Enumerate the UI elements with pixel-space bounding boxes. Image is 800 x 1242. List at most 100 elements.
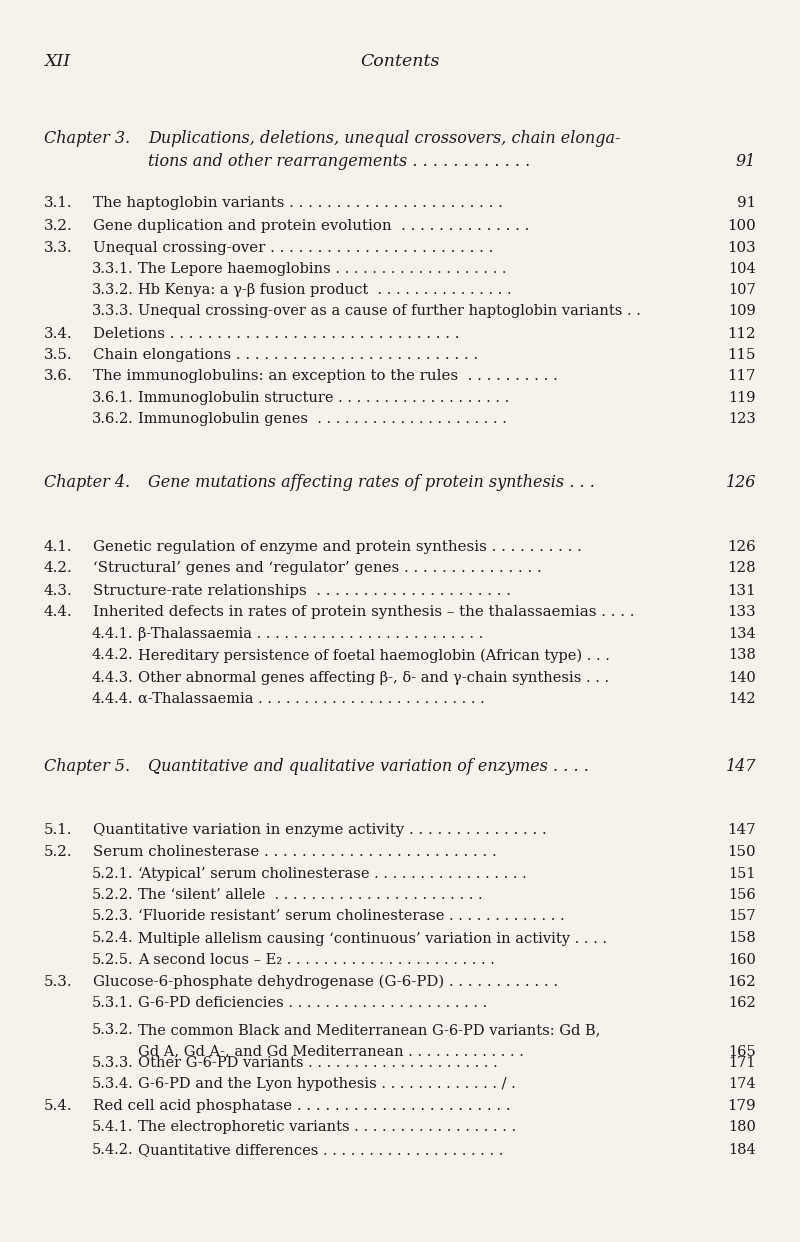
- Text: Gd A, Gd A-, and Gd Mediterranean . . . . . . . . . . . . .: Gd A, Gd A-, and Gd Mediterranean . . . …: [138, 1045, 524, 1058]
- Text: Serum cholinesterase . . . . . . . . . . . . . . . . . . . . . . . . .: Serum cholinesterase . . . . . . . . . .…: [93, 845, 497, 858]
- Text: 5.2.1.: 5.2.1.: [92, 867, 134, 881]
- Text: 128: 128: [727, 561, 756, 575]
- Text: Other abnormal genes affecting β-, δ- and γ-chain synthesis . . .: Other abnormal genes affecting β-, δ- an…: [138, 671, 610, 684]
- Text: 107: 107: [728, 283, 756, 297]
- Text: Other G-6-PD variants . . . . . . . . . . . . . . . . . . . . .: Other G-6-PD variants . . . . . . . . . …: [138, 1056, 498, 1069]
- Text: 5.3.1.: 5.3.1.: [92, 996, 134, 1010]
- Text: 5.3.2.: 5.3.2.: [92, 1023, 134, 1037]
- Text: 91: 91: [736, 153, 756, 170]
- Text: The haptoglobin variants . . . . . . . . . . . . . . . . . . . . . . .: The haptoglobin variants . . . . . . . .…: [93, 196, 502, 210]
- Text: 104: 104: [728, 262, 756, 276]
- Text: G-6-PD deficiencies . . . . . . . . . . . . . . . . . . . . . .: G-6-PD deficiencies . . . . . . . . . . …: [138, 996, 488, 1010]
- Text: Chapter 5.: Chapter 5.: [44, 758, 130, 775]
- Text: 5.2.2.: 5.2.2.: [92, 888, 134, 902]
- Text: 119: 119: [729, 391, 756, 405]
- Text: The Lepore haemoglobins . . . . . . . . . . . . . . . . . . .: The Lepore haemoglobins . . . . . . . . …: [138, 262, 507, 276]
- Text: Contents: Contents: [360, 53, 440, 71]
- Text: 184: 184: [728, 1143, 756, 1156]
- Text: Hereditary persistence of foetal haemoglobin (African type) . . .: Hereditary persistence of foetal haemogl…: [138, 648, 610, 663]
- Text: 156: 156: [728, 888, 756, 902]
- Text: 115: 115: [727, 348, 756, 361]
- Text: The ‘silent’ allele  . . . . . . . . . . . . . . . . . . . . . . .: The ‘silent’ allele . . . . . . . . . . …: [138, 888, 483, 902]
- Text: 4.2.: 4.2.: [44, 561, 73, 575]
- Text: 5.2.3.: 5.2.3.: [92, 909, 134, 923]
- Text: G-6-PD and the Lyon hypothesis . . . . . . . . . . . . . ∕ .: G-6-PD and the Lyon hypothesis . . . . .…: [138, 1077, 516, 1090]
- Text: Structure-rate relationships  . . . . . . . . . . . . . . . . . . . . .: Structure-rate relationships . . . . . .…: [93, 584, 511, 597]
- Text: 126: 126: [727, 540, 756, 554]
- Text: 165: 165: [728, 1045, 756, 1058]
- Text: Deletions . . . . . . . . . . . . . . . . . . . . . . . . . . . . . . .: Deletions . . . . . . . . . . . . . . . …: [93, 327, 459, 340]
- Text: 138: 138: [728, 648, 756, 662]
- Text: Chapter 4.: Chapter 4.: [44, 474, 130, 492]
- Text: 3.3.1.: 3.3.1.: [92, 262, 134, 276]
- Text: 3.6.1.: 3.6.1.: [92, 391, 134, 405]
- Text: Quantitative and qualitative variation of enzymes . . . .: Quantitative and qualitative variation o…: [148, 758, 589, 775]
- Text: 3.5.: 3.5.: [44, 348, 73, 361]
- Text: 109: 109: [728, 304, 756, 318]
- Text: 4.3.: 4.3.: [44, 584, 73, 597]
- Text: Unequal crossing-over as a cause of further haptoglobin variants . .: Unequal crossing-over as a cause of furt…: [138, 304, 642, 318]
- Text: 150: 150: [727, 845, 756, 858]
- Text: 5.3.: 5.3.: [44, 975, 73, 989]
- Text: 4.1.: 4.1.: [44, 540, 73, 554]
- Text: 91: 91: [737, 196, 756, 210]
- Text: Gene duplication and protein evolution  . . . . . . . . . . . . . .: Gene duplication and protein evolution .…: [93, 219, 529, 232]
- Text: The electrophoretic variants . . . . . . . . . . . . . . . . . .: The electrophoretic variants . . . . . .…: [138, 1120, 517, 1134]
- Text: Red cell acid phosphatase . . . . . . . . . . . . . . . . . . . . . . .: Red cell acid phosphatase . . . . . . . …: [93, 1099, 510, 1113]
- Text: Genetic regulation of enzyme and protein synthesis . . . . . . . . . .: Genetic regulation of enzyme and protein…: [93, 540, 582, 554]
- Text: 123: 123: [728, 412, 756, 426]
- Text: Chain elongations . . . . . . . . . . . . . . . . . . . . . . . . . .: Chain elongations . . . . . . . . . . . …: [93, 348, 478, 361]
- Text: 4.4.4.: 4.4.4.: [92, 692, 134, 705]
- Text: 147: 147: [726, 758, 756, 775]
- Text: Inherited defects in rates of protein synthesis – the thalassaemias . . . .: Inherited defects in rates of protein sy…: [93, 605, 634, 619]
- Text: Unequal crossing-over . . . . . . . . . . . . . . . . . . . . . . . .: Unequal crossing-over . . . . . . . . . …: [93, 241, 493, 255]
- Text: Immunoglobulin genes  . . . . . . . . . . . . . . . . . . . . .: Immunoglobulin genes . . . . . . . . . .…: [138, 412, 507, 426]
- Text: 142: 142: [728, 692, 756, 705]
- Text: 103: 103: [727, 241, 756, 255]
- Text: 5.2.: 5.2.: [44, 845, 73, 858]
- Text: 3.2.: 3.2.: [44, 219, 73, 232]
- Text: Gene mutations affecting rates of protein synthesis . . .: Gene mutations affecting rates of protei…: [148, 474, 595, 492]
- Text: 3.3.3.: 3.3.3.: [92, 304, 134, 318]
- Text: 117: 117: [727, 369, 756, 383]
- Text: 3.3.: 3.3.: [44, 241, 73, 255]
- Text: 5.4.2.: 5.4.2.: [92, 1143, 134, 1156]
- Text: 5.2.5.: 5.2.5.: [92, 953, 134, 966]
- Text: 4.4.3.: 4.4.3.: [92, 671, 134, 684]
- Text: 126: 126: [726, 474, 756, 492]
- Text: 157: 157: [728, 909, 756, 923]
- Text: Quantitative variation in enzyme activity . . . . . . . . . . . . . . .: Quantitative variation in enzyme activit…: [93, 823, 546, 837]
- Text: 147: 147: [727, 823, 756, 837]
- Text: 4.4.1.: 4.4.1.: [92, 627, 134, 641]
- Text: 5.4.1.: 5.4.1.: [92, 1120, 134, 1134]
- Text: 4.4.: 4.4.: [44, 605, 73, 619]
- Text: 3.6.: 3.6.: [44, 369, 73, 383]
- Text: XII: XII: [44, 53, 70, 71]
- Text: 5.3.4.: 5.3.4.: [92, 1077, 134, 1090]
- Text: 100: 100: [727, 219, 756, 232]
- Text: 5.1.: 5.1.: [44, 823, 73, 837]
- Text: 180: 180: [728, 1120, 756, 1134]
- Text: The common Black and Mediterranean G-6-PD variants: Gd B,: The common Black and Mediterranean G-6-P…: [138, 1023, 601, 1037]
- Text: 3.6.2.: 3.6.2.: [92, 412, 134, 426]
- Text: 162: 162: [728, 996, 756, 1010]
- Text: 134: 134: [728, 627, 756, 641]
- Text: Chapter 3.: Chapter 3.: [44, 130, 130, 148]
- Text: 162: 162: [727, 975, 756, 989]
- Text: 158: 158: [728, 932, 756, 945]
- Text: 171: 171: [729, 1056, 756, 1069]
- Text: Glucose-6-phosphate dehydrogenase (G-6-PD) . . . . . . . . . . . .: Glucose-6-phosphate dehydrogenase (G-6-P…: [93, 975, 558, 990]
- Text: 151: 151: [729, 867, 756, 881]
- Text: Duplications, deletions, unequal crossovers, chain elonga-: Duplications, deletions, unequal crossov…: [148, 130, 620, 148]
- Text: 3.4.: 3.4.: [44, 327, 73, 340]
- Text: 4.4.2.: 4.4.2.: [92, 648, 134, 662]
- Text: Immunoglobulin structure . . . . . . . . . . . . . . . . . . .: Immunoglobulin structure . . . . . . . .…: [138, 391, 510, 405]
- Text: 179: 179: [727, 1099, 756, 1113]
- Text: 5.2.4.: 5.2.4.: [92, 932, 134, 945]
- Text: 140: 140: [728, 671, 756, 684]
- Text: The immunoglobulins: an exception to the rules  . . . . . . . . . .: The immunoglobulins: an exception to the…: [93, 369, 558, 383]
- Text: A second locus – E₂ . . . . . . . . . . . . . . . . . . . . . . .: A second locus – E₂ . . . . . . . . . . …: [138, 953, 495, 966]
- Text: 133: 133: [727, 605, 756, 619]
- Text: 3.3.2.: 3.3.2.: [92, 283, 134, 297]
- Text: ‘Structural’ genes and ‘regulator’ genes . . . . . . . . . . . . . . .: ‘Structural’ genes and ‘regulator’ genes…: [93, 561, 542, 575]
